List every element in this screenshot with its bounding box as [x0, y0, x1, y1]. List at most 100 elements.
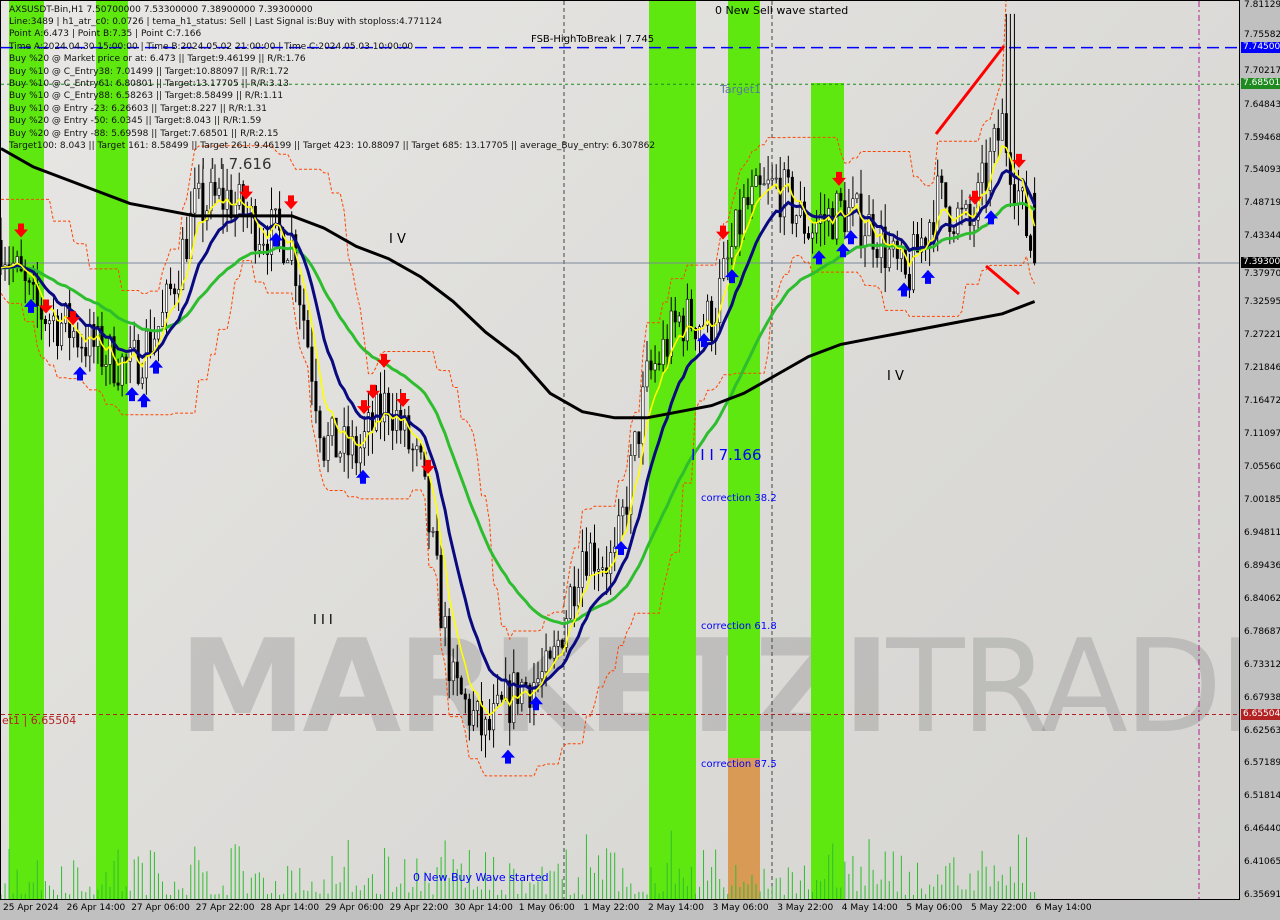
candle-body — [197, 182, 201, 189]
candle-body — [544, 650, 548, 672]
candle-body — [253, 205, 257, 251]
candle-body — [564, 618, 568, 648]
time-tick-label: 29 Apr 22:00 — [389, 903, 449, 913]
candle-body — [661, 338, 665, 365]
candle-body — [265, 243, 269, 255]
candle-body — [613, 546, 617, 553]
price-level-tag: 6.65504 — [1241, 708, 1280, 720]
price-tick-label: 6.57189 — [1244, 758, 1280, 769]
buy-arrow-icon — [984, 210, 998, 225]
price-tick-label: 7.70217 — [1244, 66, 1280, 77]
candle-body — [488, 718, 492, 731]
price-tick-label: 6.62563 — [1244, 725, 1280, 736]
wave3-top-label: I I I 7.616 — [201, 155, 272, 173]
candle-body — [1020, 187, 1024, 192]
candle-body — [116, 382, 120, 386]
candle-body — [15, 256, 19, 264]
candle-body — [310, 346, 314, 382]
candle-body — [621, 506, 625, 517]
sell-arrow-icon — [716, 225, 730, 240]
candle-body — [342, 426, 346, 454]
price-level-tag: 7.74500 — [1241, 41, 1280, 53]
time-tick-label: 3 May 22:00 — [777, 903, 834, 913]
time-tick-label: 30 Apr 14:00 — [454, 903, 513, 913]
candle-body — [940, 175, 944, 183]
candle-body — [855, 193, 859, 200]
sell-arrow-icon — [366, 384, 380, 399]
candle-body — [500, 694, 504, 700]
sell-arrow-icon — [377, 353, 391, 368]
candle-body — [439, 555, 443, 629]
price-tick-label: 6.89436 — [1244, 561, 1280, 572]
price-tick-label: 7.59468 — [1244, 132, 1280, 143]
candle-body — [56, 315, 60, 347]
buy-arrow-icon — [356, 469, 370, 484]
candle-body — [1004, 113, 1008, 153]
candle-body — [754, 175, 758, 187]
buy-arrow-icon — [529, 696, 543, 711]
candle-body — [346, 426, 350, 456]
candle-body — [726, 257, 730, 260]
correction-zone — [728, 758, 760, 899]
candle-body — [718, 278, 722, 323]
sell-arrow-icon — [39, 299, 53, 314]
candle-body — [641, 386, 645, 445]
chart-plot-area[interactable]: MARKETZITRADE AXSUSDT-Bin,H1 7.50700000 … — [0, 0, 1240, 900]
candle-body — [669, 310, 673, 357]
candle-body — [92, 324, 96, 347]
candle-body — [677, 315, 681, 323]
candle-body — [916, 234, 920, 253]
candle-body — [867, 214, 871, 237]
candle-body — [722, 258, 726, 279]
target1-level-label: Target1 | 6.65504 — [1, 714, 77, 727]
price-tick-label: 6.46440 — [1244, 824, 1280, 835]
candle-body — [19, 256, 23, 272]
candle-body — [685, 298, 689, 342]
buy-arrow-icon — [149, 359, 163, 374]
time-tick-label: 4 May 14:00 — [841, 903, 898, 913]
price-level-tag: 7.39300 — [1241, 256, 1280, 268]
candle-body — [681, 315, 685, 342]
candle-body — [354, 436, 358, 464]
candle-body — [633, 431, 637, 456]
time-tick-label: 1 May 06:00 — [518, 903, 575, 913]
lower-envelope-line — [1, 254, 1036, 777]
price-tick-label: 7.32595 — [1244, 297, 1280, 307]
candle-body — [766, 179, 770, 185]
upper-envelope-line — [1, 1, 1007, 641]
info-line: Buy %20 @ Entry -88: 5.69598 || Target:7… — [9, 128, 279, 139]
candle-body — [693, 327, 697, 340]
candle-body — [851, 198, 855, 208]
candle-body — [794, 215, 798, 224]
candle-body — [730, 246, 734, 259]
price-tick-label: 6.73312 — [1244, 659, 1280, 670]
sell-wave-label: 0 New Sell wave started — [715, 4, 849, 17]
candle-body — [964, 203, 968, 209]
candle-body — [887, 248, 891, 268]
candle-body — [366, 412, 370, 432]
candle-body — [278, 208, 282, 231]
price-tick-label: 7.27221 — [1244, 329, 1280, 340]
info-line: Line:3489 | h1_atr_c0: 0.0726 | tema_h1_… — [9, 17, 442, 27]
candle-body — [859, 193, 863, 247]
candle-body — [576, 587, 580, 607]
candle-body — [734, 209, 738, 247]
candle-body — [815, 222, 819, 234]
candle-body — [952, 231, 956, 235]
candle-body — [665, 338, 669, 357]
candle-body — [653, 363, 657, 371]
candle-body — [1008, 152, 1012, 185]
time-tick-label: 5 May 06:00 — [906, 903, 963, 913]
candle-body — [274, 208, 278, 211]
candle-body — [996, 128, 1000, 141]
candle-body — [326, 435, 330, 461]
candle-body — [60, 322, 64, 347]
signal-zone — [96, 1, 128, 899]
candle-body — [31, 281, 35, 285]
fast-ma-line — [1, 168, 1036, 691]
candle-body — [148, 330, 152, 353]
sell-arrow-icon — [66, 311, 80, 326]
candle-body — [387, 392, 391, 416]
candle-body — [580, 551, 584, 588]
candle-body — [819, 214, 823, 224]
